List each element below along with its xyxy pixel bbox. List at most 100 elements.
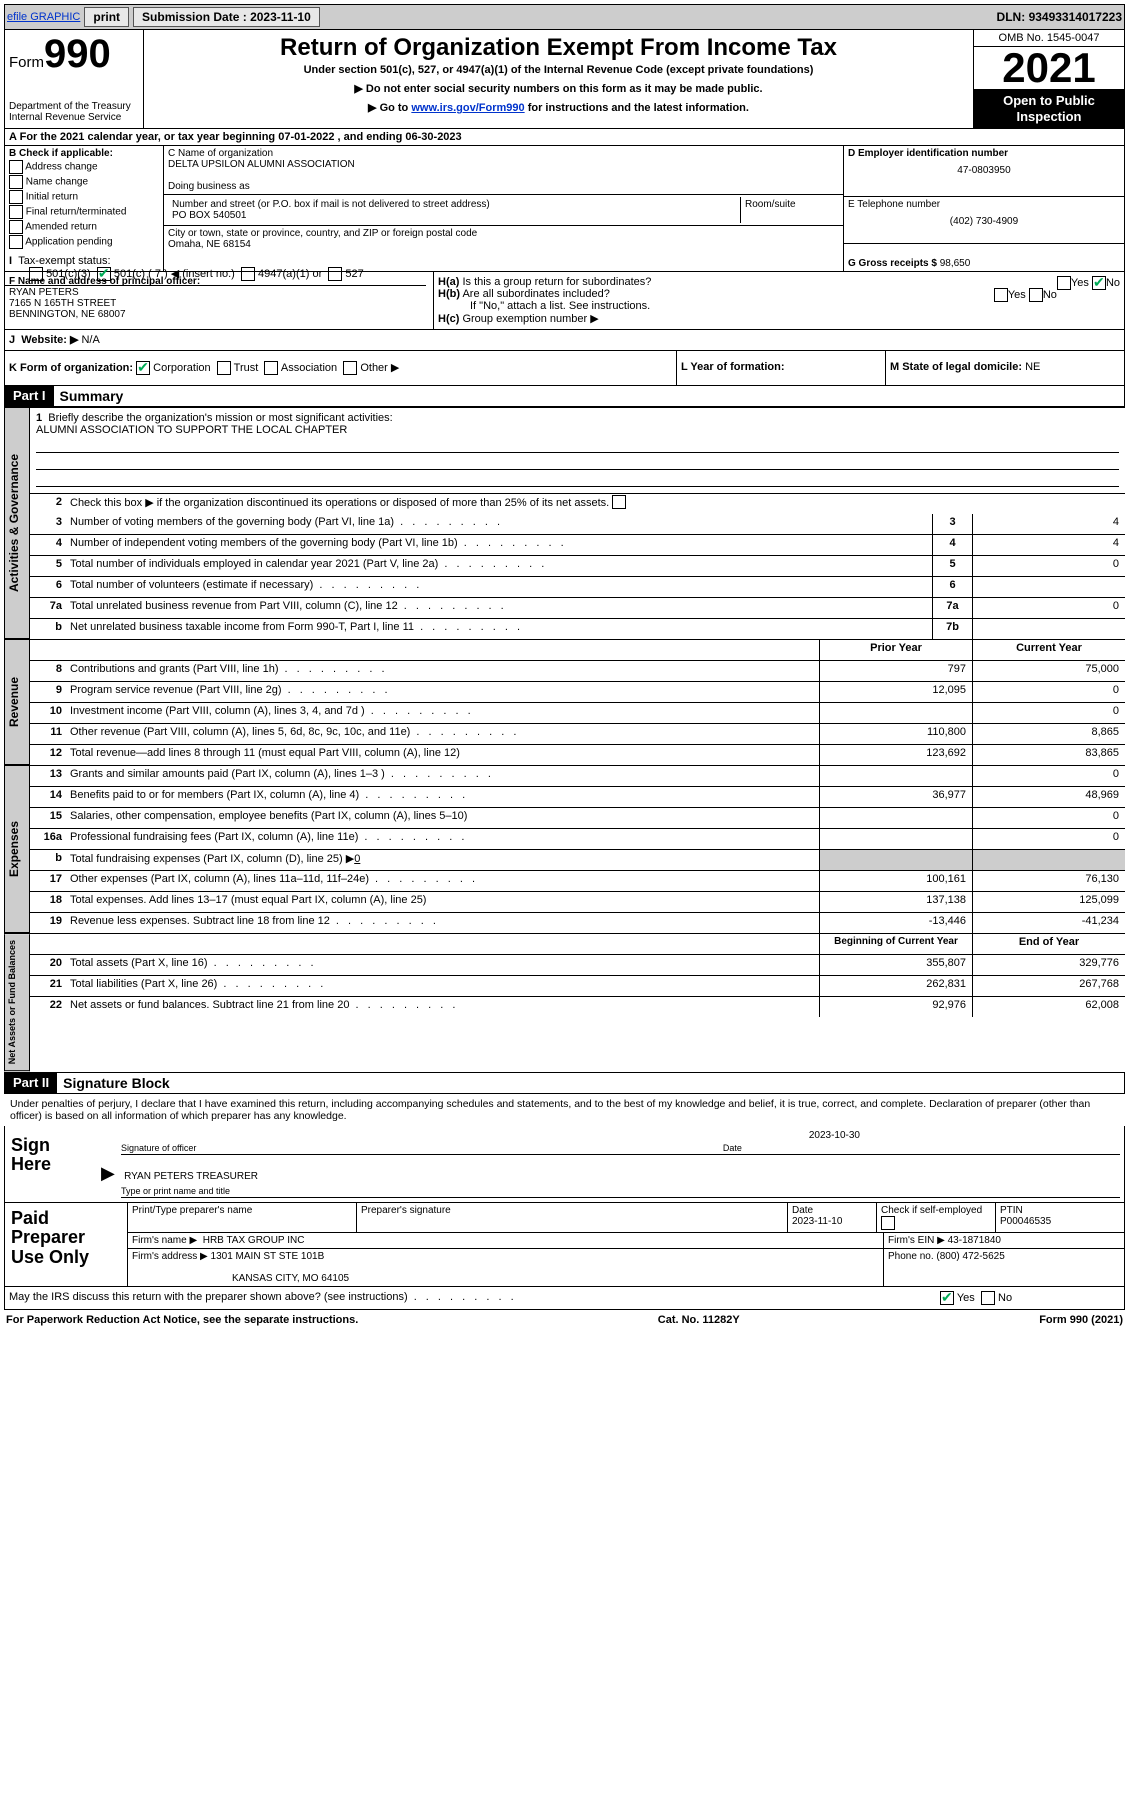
cb-app-pending[interactable]: Application pending <box>9 235 159 249</box>
part2-header-row: Part II Signature Block <box>4 1073 1125 1094</box>
c11: 8,865 <box>972 724 1125 744</box>
p18: 137,138 <box>819 892 972 912</box>
tax-year-begin: 07-01-2022 <box>278 131 334 143</box>
l7a-text: Total unrelated business revenue from Pa… <box>66 598 932 618</box>
header-right: OMB No. 1545-0047 2021 Open to Public In… <box>974 30 1124 128</box>
hc-text: Group exemption number ▶ <box>462 313 598 325</box>
prep-row-2: Firm's name ▶ HRB TAX GROUP INC Firm's E… <box>128 1233 1124 1249</box>
ha-yes[interactable] <box>1057 276 1071 290</box>
firm-name-label: Firm's name ▶ <box>132 1235 197 1246</box>
tab-governance: Activities & Governance <box>4 408 30 639</box>
p11: 110,800 <box>819 724 972 744</box>
subtitle-1: Under section 501(c), 527, or 4947(a)(1)… <box>148 64 969 76</box>
v3: 4 <box>973 514 1125 534</box>
line-a: A For the 2021 calendar year, or tax yea… <box>4 129 1125 146</box>
line-a-pre: For the 2021 calendar year, or tax year … <box>20 131 279 143</box>
line-a-mid: , and ending <box>338 131 406 143</box>
paid-preparer-label: Paid Preparer Use Only <box>5 1203 128 1286</box>
open-to-public: Open to Public Inspection <box>974 89 1124 128</box>
box-l: L Year of formation: <box>677 351 886 385</box>
efile-link[interactable]: efile GRAPHIC <box>7 11 80 23</box>
c17: 76,130 <box>972 871 1125 891</box>
submission-date: 2023-11-10 <box>250 10 311 24</box>
c18: 125,099 <box>972 892 1125 912</box>
city-cell: City or town, state or province, country… <box>164 226 843 252</box>
part2-title: Signature Block <box>57 1073 176 1093</box>
hb-no[interactable] <box>1029 288 1043 302</box>
cb-assoc[interactable] <box>264 361 278 375</box>
summary-revenue: Revenue Prior YearCurrent Year 8Contribu… <box>4 639 1125 765</box>
prep-date: Date2023-11-10 <box>788 1203 877 1232</box>
hb-yes[interactable] <box>994 288 1008 302</box>
cb-4947[interactable] <box>241 267 255 281</box>
cb-self-employed[interactable] <box>881 1216 895 1230</box>
submission-date-label: Submission Date : <box>142 10 247 24</box>
type-name-line: Type or print name and title <box>121 1186 1120 1198</box>
cb-initial-return[interactable]: Initial return <box>9 190 159 204</box>
discuss-no[interactable] <box>981 1291 995 1305</box>
cb-name-change[interactable]: Name change <box>9 175 159 189</box>
submission-date-box: Submission Date : 2023-11-10 <box>133 7 320 27</box>
prep-name-label: Print/Type preparer's name <box>128 1203 357 1232</box>
tab-expenses: Expenses <box>4 766 30 933</box>
firm-name: HRB TAX GROUP INC <box>203 1235 305 1246</box>
cb-other[interactable] <box>343 361 357 375</box>
v6 <box>973 577 1125 597</box>
box-b-label: B Check if applicable: <box>9 148 113 159</box>
p15 <box>819 808 972 828</box>
b20: 355,807 <box>819 955 972 975</box>
org-name-label: C Name of organization <box>168 148 839 159</box>
phone-value: (402) 730-4909 <box>848 210 1120 227</box>
sub3-pre: ▶ Go to <box>368 102 411 114</box>
cb-corp[interactable] <box>136 361 150 375</box>
form-word: Form <box>9 54 44 71</box>
e22: 62,008 <box>972 997 1125 1017</box>
firm-ein-label: Firm's EIN ▶ <box>888 1235 945 1246</box>
l22: Net assets or fund balances. Subtract li… <box>66 997 819 1017</box>
b21: 262,831 <box>819 976 972 996</box>
l16b: Total fundraising expenses (Part IX, col… <box>66 850 819 870</box>
form990-link[interactable]: www.irs.gov/Form990 <box>411 102 524 114</box>
cb-final-return[interactable]: Final return/terminated <box>9 205 159 219</box>
e21: 267,768 <box>972 976 1125 996</box>
cb-trust[interactable] <box>217 361 231 375</box>
l15: Salaries, other compensation, employee b… <box>66 808 819 828</box>
cb-address-change[interactable]: Address change <box>9 160 159 174</box>
cb-amended[interactable]: Amended return <box>9 220 159 234</box>
box-i: I Tax-exempt status: 501(c)(3) 501(c) ( … <box>4 251 426 286</box>
page-footer: For Paperwork Reduction Act Notice, see … <box>4 1310 1125 1330</box>
box-l-label: L Year of formation: <box>681 361 785 373</box>
cb-527[interactable] <box>328 267 342 281</box>
sig-date-value: 2023-10-30 <box>101 1130 1120 1141</box>
form-990: 990 <box>44 32 111 76</box>
discuss-yes[interactable] <box>940 1291 954 1305</box>
l1-text: Briefly describe the organization's miss… <box>48 412 392 424</box>
sign-here-label: Sign Here <box>5 1126 97 1202</box>
part1-title: Summary <box>54 386 130 406</box>
cb-501c[interactable] <box>97 267 111 281</box>
l20: Total assets (Part X, line 16) <box>66 955 819 975</box>
footer-mid: Cat. No. 11282Y <box>658 1314 740 1326</box>
signature-block: Under penalties of perjury, I declare th… <box>4 1094 1125 1310</box>
l13: Grants and similar amounts paid (Part IX… <box>66 766 819 786</box>
p16a <box>819 829 972 849</box>
street-cell: Number and street (or P.O. box if mail i… <box>164 195 843 226</box>
dln-box: DLN: 93493314017223 <box>997 10 1122 24</box>
l9: Program service revenue (Part VIII, line… <box>66 682 819 702</box>
print-button[interactable]: print <box>84 7 129 27</box>
city-value: Omaha, NE 68154 <box>168 239 839 250</box>
ein-label: D Employer identification number <box>848 148 1008 159</box>
subtitle-2: ▶ Do not enter social security numbers o… <box>148 82 969 95</box>
firm-addr1: 1301 MAIN ST STE 101B <box>211 1251 325 1262</box>
c13: 0 <box>972 766 1125 786</box>
ha-no[interactable] <box>1092 276 1106 290</box>
l16a: Professional fundraising fees (Part IX, … <box>66 829 819 849</box>
firm-ein: 43-1871840 <box>948 1235 1001 1246</box>
cb-501c3[interactable] <box>29 267 43 281</box>
line-1: 1 Briefly describe the organization's mi… <box>30 408 1125 494</box>
hb-text: Are all subordinates included? <box>462 288 609 300</box>
c9: 0 <box>972 682 1125 702</box>
c16a: 0 <box>972 829 1125 849</box>
cb-discontinued[interactable] <box>612 495 626 509</box>
l12: Total revenue—add lines 8 through 11 (mu… <box>66 745 819 765</box>
